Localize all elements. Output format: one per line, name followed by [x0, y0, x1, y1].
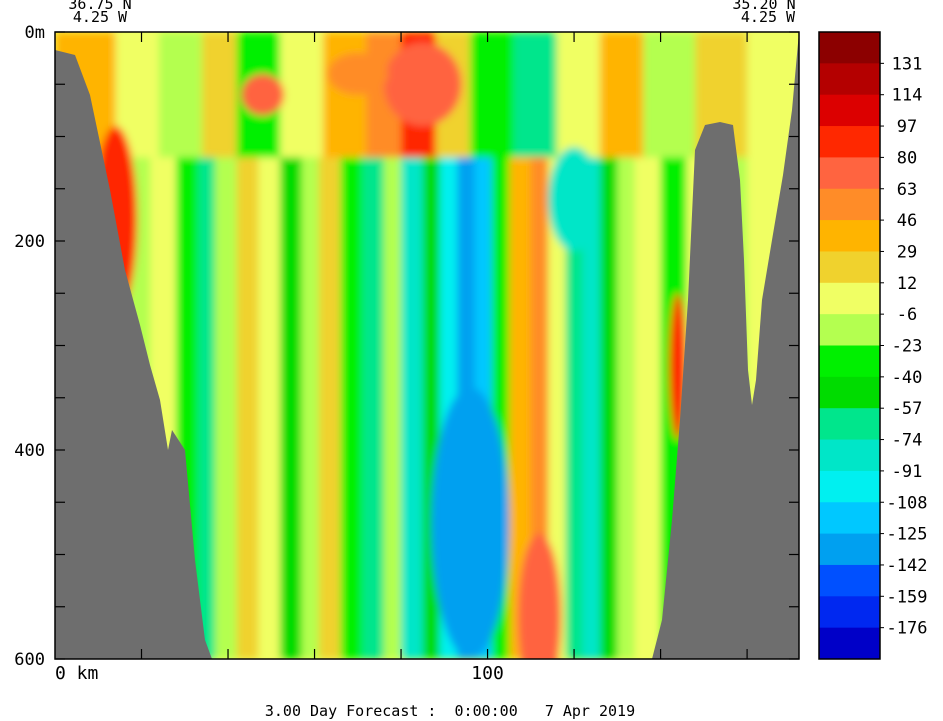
colorbar-label: 97 [897, 117, 917, 137]
colorbar-swatch [819, 408, 880, 441]
y-tick-label: 600 [14, 650, 45, 670]
field-band [509, 94, 532, 659]
colorbar-swatch [819, 251, 880, 284]
field-band [383, 94, 403, 659]
field-band [362, 94, 385, 659]
field-surface-patch [202, 32, 238, 158]
colorbar-label: -23 [892, 337, 923, 357]
colorbar-label: -108 [887, 493, 928, 513]
colorbar-label: 114 [892, 86, 923, 106]
field-band [258, 94, 281, 659]
colorbar-swatch [819, 502, 880, 535]
colorbar-swatch [819, 126, 880, 158]
heatmap-area [55, 32, 799, 659]
field-band [401, 94, 424, 659]
colorbar-swatch [819, 94, 880, 127]
field-surface-patch [513, 32, 558, 158]
bathymetry-left [55, 32, 212, 659]
field-band [236, 94, 260, 659]
x-tick-label: 0 km [55, 663, 98, 684]
header-left-lon: 4.25 W [73, 8, 128, 26]
x-tick-label: 100 [471, 663, 504, 684]
colorbar-swatch [819, 188, 880, 221]
colorbar-swatch [819, 627, 880, 660]
y-tick-label: 400 [14, 441, 45, 461]
colorbar-label: -6 [897, 305, 917, 325]
field-surface-patch [556, 32, 602, 158]
field-band [600, 94, 619, 659]
field-feature [241, 73, 285, 116]
field-feature [383, 42, 462, 127]
colorbar-label: 12 [897, 274, 917, 294]
colorbar-swatch [819, 220, 880, 252]
colorbar-label: -125 [887, 525, 928, 545]
colorbar-label: -142 [887, 556, 928, 576]
colorbar-swatch [819, 32, 880, 64]
axis-ticks: 0m 200 400 600 0 km 100 [14, 23, 799, 684]
colorbar-label: 29 [897, 242, 917, 262]
colorbar-label: -40 [892, 368, 923, 388]
colorbar-swatch [819, 439, 880, 472]
bathymetry-right [652, 32, 799, 659]
colorbar: 131 114 97 80 63 46 29 12 -6 -23 -40 -57 -74 -91 -108 -… [818, 31, 928, 660]
header-right-lon: 4.25 W [741, 8, 796, 26]
field-band [301, 94, 320, 659]
field-surface-patch [323, 32, 368, 158]
colorbar-swatch [819, 376, 880, 409]
colorbar-swatch [819, 533, 880, 566]
field-band [617, 94, 636, 659]
field-band [279, 94, 303, 659]
colorbar-label: -159 [887, 587, 928, 607]
colorbar-label: -74 [892, 431, 923, 451]
colorbar-swatch [819, 63, 880, 96]
colorbar-label: -57 [892, 399, 923, 419]
header-left-lat: 36.75 N [68, 0, 131, 13]
y-tick-label: 0m [25, 23, 45, 43]
header-right-lat: 35.20 N [732, 0, 795, 13]
field-band [197, 94, 217, 659]
colorbar-label: 46 [897, 211, 917, 231]
colorbar-swatch [819, 314, 880, 346]
colorbar-label: -176 [887, 619, 928, 639]
field-surface-patch [158, 32, 204, 158]
field-band [340, 94, 364, 659]
field-surface-patch [279, 32, 325, 158]
field-surface-patch [643, 32, 697, 158]
colorbar-swatch [819, 282, 880, 315]
colorbar-label: 80 [897, 148, 917, 168]
colorbar-swatch [819, 564, 880, 597]
colorbar-label: -91 [892, 462, 923, 482]
colorbar-label: 131 [892, 54, 923, 74]
field-band [215, 94, 238, 659]
footer-forecast: 3.00 Day Forecast : 0:00:00 7 Apr 2019 [265, 702, 635, 720]
field-band [318, 94, 342, 659]
colorbar-swatch [819, 345, 880, 378]
colorbar-swatch [819, 596, 880, 629]
y-tick-label: 200 [14, 232, 45, 252]
field-feature [327, 52, 389, 95]
field-surface-patch [470, 32, 515, 158]
colorbar-swatch [819, 157, 880, 190]
field-feature [431, 387, 510, 659]
field-surface-patch [600, 32, 645, 158]
field-feature [548, 146, 601, 252]
colorbar-label: 63 [897, 180, 917, 200]
field-feature [517, 533, 562, 659]
field-band [530, 94, 550, 659]
field-band [634, 94, 662, 659]
colorbar-swatch [819, 470, 880, 503]
